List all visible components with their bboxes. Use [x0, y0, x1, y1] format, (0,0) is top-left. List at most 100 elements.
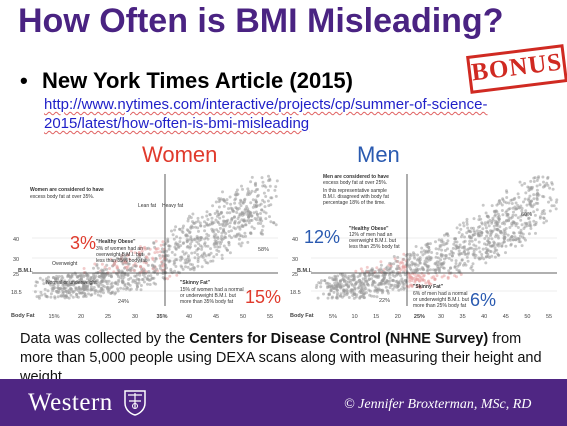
scatter-point: [435, 274, 439, 278]
scatter-point: [47, 275, 50, 279]
men-bodyfat-axis-label: Body Fat: [290, 313, 314, 319]
scatter-point: [33, 290, 37, 294]
scatter-point: [442, 243, 446, 247]
scatter-point: [440, 275, 444, 279]
article-link-line2[interactable]: 2015/latest/how-often-is-bmi-misleading: [44, 115, 310, 132]
women-healthy-obese-text3: less than 35% body fat: [96, 258, 147, 264]
scatter-point: [454, 262, 458, 265]
scatter-point: [124, 287, 128, 291]
scatter-point: [504, 244, 508, 248]
scatter-point: [485, 230, 489, 234]
scatter-point: [406, 258, 410, 262]
scatter-point: [259, 202, 263, 206]
scatter-point: [520, 206, 524, 210]
scatter-point: [186, 219, 190, 223]
scatter-point: [49, 283, 53, 287]
scatter-point: [420, 246, 424, 250]
scatter-point: [457, 231, 461, 234]
scatter-point: [524, 238, 527, 242]
men-bmi-axis-label: B.M.I.: [297, 268, 312, 274]
x-tick-label: 50: [524, 314, 530, 320]
scatter-point: [434, 240, 437, 244]
scatter-point: [178, 227, 182, 231]
scatter-point: [242, 198, 246, 202]
scatter-point: [459, 227, 463, 231]
footer-text: Data was collected by the Centers for Di…: [20, 330, 550, 387]
scatter-point: [525, 203, 529, 207]
men-skinny-fat-text1: 6% of men had a normal: [413, 291, 467, 297]
scatter-point: [102, 275, 106, 279]
scatter-point: [402, 257, 406, 261]
scatter-point: [175, 243, 179, 247]
scatter-point: [368, 293, 372, 297]
scatter-point: [388, 276, 392, 280]
scatter-point: [522, 227, 526, 230]
scatter-point: [355, 293, 359, 297]
scatter-point: [165, 249, 169, 253]
men-y-tick-40: 40: [292, 237, 298, 243]
scatter-point: [396, 272, 399, 276]
women-chart: 40 30 25 18.5 B.M.I. Body Fat Women are …: [10, 168, 282, 324]
scatter-point: [455, 268, 459, 272]
article-link-line1[interactable]: http://www.nytimes.com/interactive/proje…: [44, 96, 488, 113]
scatter-point: [434, 255, 438, 259]
scatter-point: [502, 231, 506, 235]
scatter-point: [200, 247, 204, 251]
scatter-point: [352, 291, 356, 295]
scatter-point: [274, 185, 278, 189]
scatter-point: [74, 273, 78, 277]
scatter-point: [134, 264, 138, 268]
scatter-point: [172, 237, 176, 241]
scatter-point: [195, 240, 199, 244]
scatter-point: [128, 257, 132, 261]
scatter-point: [384, 285, 388, 289]
men-upper-right-pct: 60%: [521, 212, 532, 218]
scatter-point: [484, 255, 488, 259]
scatter-point: [59, 278, 63, 282]
scatter-point: [161, 276, 165, 280]
scatter-point: [161, 240, 165, 244]
scatter-point: [403, 286, 406, 290]
women-y-tick-30: 30: [13, 257, 19, 263]
scatter-point: [457, 249, 461, 253]
scatter-point: [158, 264, 162, 268]
scatter-point: [74, 292, 78, 296]
scatter-point: [505, 189, 508, 193]
scatter-point: [402, 282, 406, 286]
scatter-point: [249, 213, 252, 217]
scatter-point: [205, 232, 209, 236]
scatter-point: [359, 294, 363, 298]
scatter-point: [373, 270, 377, 274]
scatter-point: [480, 222, 484, 226]
scatter-point: [480, 231, 484, 235]
scatter-point: [254, 210, 258, 214]
scatter-point: [49, 295, 53, 299]
scatter-point: [57, 289, 61, 292]
women-healthy-obese-pct: 3%: [70, 233, 97, 253]
scatter-point: [230, 236, 233, 240]
article-link[interactable]: http://www.nytimes.com/interactive/proje…: [44, 95, 487, 133]
scatter-point: [109, 292, 113, 295]
scatter-point: [212, 221, 216, 225]
scatter-point: [439, 252, 443, 256]
scatter-point: [128, 283, 132, 287]
scatter-point: [205, 214, 209, 218]
men-lower-left-pct: 22%: [379, 298, 390, 304]
scatter-point: [436, 265, 440, 269]
scatter-point: [123, 266, 126, 270]
scatter-point: [145, 256, 149, 260]
scatter-point: [140, 249, 144, 253]
scatter-point: [406, 252, 409, 256]
scatter-point: [347, 275, 351, 278]
scatter-point: [89, 282, 93, 286]
scatter-point: [445, 241, 449, 245]
scatter-point: [396, 284, 400, 288]
scatter-point: [200, 245, 204, 249]
scatter-point: [483, 242, 486, 246]
scatter-point: [158, 256, 162, 260]
scatter-point: [222, 204, 226, 208]
scatter-point: [142, 280, 146, 284]
scatter-point: [370, 267, 374, 271]
scatter-point: [506, 238, 510, 242]
scatter-point: [255, 194, 259, 198]
